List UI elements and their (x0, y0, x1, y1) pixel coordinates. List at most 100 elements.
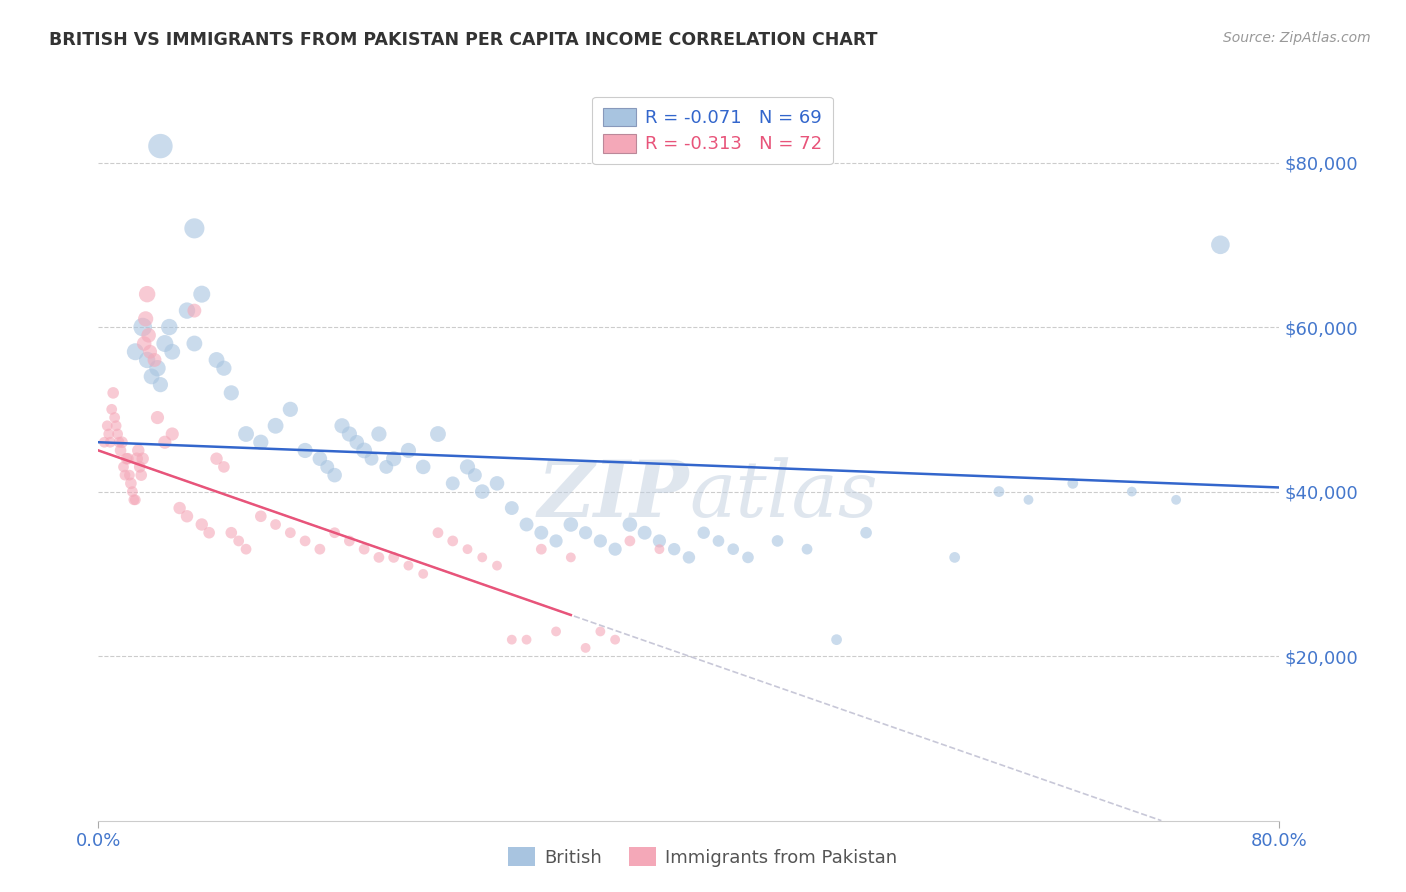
Point (124, 344, 146, 359)
Point (530, 525, 553, 540)
Point (136, 353, 159, 368)
Point (796, 542, 818, 557)
Point (127, 443, 149, 458)
Point (212, 361, 235, 376)
Legend: R = -0.071   N = 69, R = -0.313   N = 72: R = -0.071 N = 69, R = -0.313 N = 72 (592, 96, 832, 164)
Point (737, 550, 759, 565)
Point (501, 632, 523, 647)
Text: atlas: atlas (689, 457, 877, 533)
Point (146, 410, 169, 425)
Point (353, 443, 375, 458)
Point (825, 632, 848, 647)
Point (221, 525, 243, 540)
Point (516, 632, 538, 647)
Point (124, 492, 146, 507)
Point (149, 139, 172, 153)
Point (648, 542, 671, 557)
Point (398, 558, 420, 573)
Point (235, 542, 257, 557)
Point (250, 435, 273, 450)
Point (128, 459, 150, 474)
Point (135, 311, 157, 326)
Point (205, 353, 228, 368)
Point (162, 344, 183, 359)
Point (112, 459, 135, 474)
Point (1018, 492, 1040, 507)
Point (146, 361, 169, 376)
Point (501, 501, 523, 516)
Point (323, 468, 346, 483)
Point (560, 550, 582, 565)
Point (294, 533, 316, 548)
Point (382, 550, 405, 565)
Point (280, 402, 302, 417)
Point (560, 517, 582, 532)
Point (678, 550, 700, 565)
Point (368, 427, 391, 442)
Point (1209, 237, 1232, 252)
Point (619, 533, 641, 548)
Point (1166, 492, 1188, 507)
Point (309, 451, 332, 466)
Point (486, 558, 509, 573)
Point (516, 517, 538, 532)
Point (546, 533, 568, 548)
Point (93, 435, 115, 450)
Point (316, 459, 339, 474)
Point (132, 451, 155, 466)
Point (330, 418, 353, 433)
Point (120, 476, 142, 491)
Point (107, 427, 129, 442)
Point (589, 624, 612, 639)
Point (575, 525, 598, 540)
Point (441, 533, 464, 548)
Point (105, 418, 128, 433)
Point (309, 542, 332, 557)
Point (104, 410, 127, 425)
Point (605, 632, 627, 647)
Point (117, 451, 139, 466)
Point (138, 328, 160, 343)
Point (766, 533, 789, 548)
Point (100, 402, 122, 417)
Point (143, 353, 166, 368)
Point (235, 427, 257, 442)
Point (360, 451, 382, 466)
Point (412, 459, 434, 474)
Point (339, 427, 361, 442)
Point (943, 550, 966, 565)
Text: ZIP: ZIP (537, 457, 689, 533)
Point (398, 443, 420, 458)
Point (122, 492, 145, 507)
Point (546, 624, 568, 639)
Point (108, 435, 131, 450)
Point (353, 542, 375, 557)
Point (648, 533, 671, 548)
Point (605, 542, 627, 557)
Point (121, 484, 143, 499)
Point (723, 542, 745, 557)
Point (530, 542, 553, 557)
Point (162, 427, 183, 442)
Point (339, 533, 361, 548)
Point (114, 468, 136, 483)
Point (664, 542, 686, 557)
Point (427, 427, 450, 442)
Text: Source: ZipAtlas.com: Source: ZipAtlas.com (1223, 31, 1371, 45)
Point (96, 418, 118, 433)
Point (250, 509, 273, 524)
Point (129, 468, 152, 483)
Point (228, 533, 250, 548)
Point (575, 640, 598, 655)
Point (464, 468, 486, 483)
Point (368, 550, 391, 565)
Point (97, 427, 120, 442)
Point (139, 344, 162, 359)
Point (141, 369, 163, 384)
Point (153, 435, 176, 450)
Point (98, 435, 121, 450)
Point (125, 451, 148, 466)
Point (149, 377, 172, 392)
Point (153, 336, 176, 351)
Point (693, 525, 716, 540)
